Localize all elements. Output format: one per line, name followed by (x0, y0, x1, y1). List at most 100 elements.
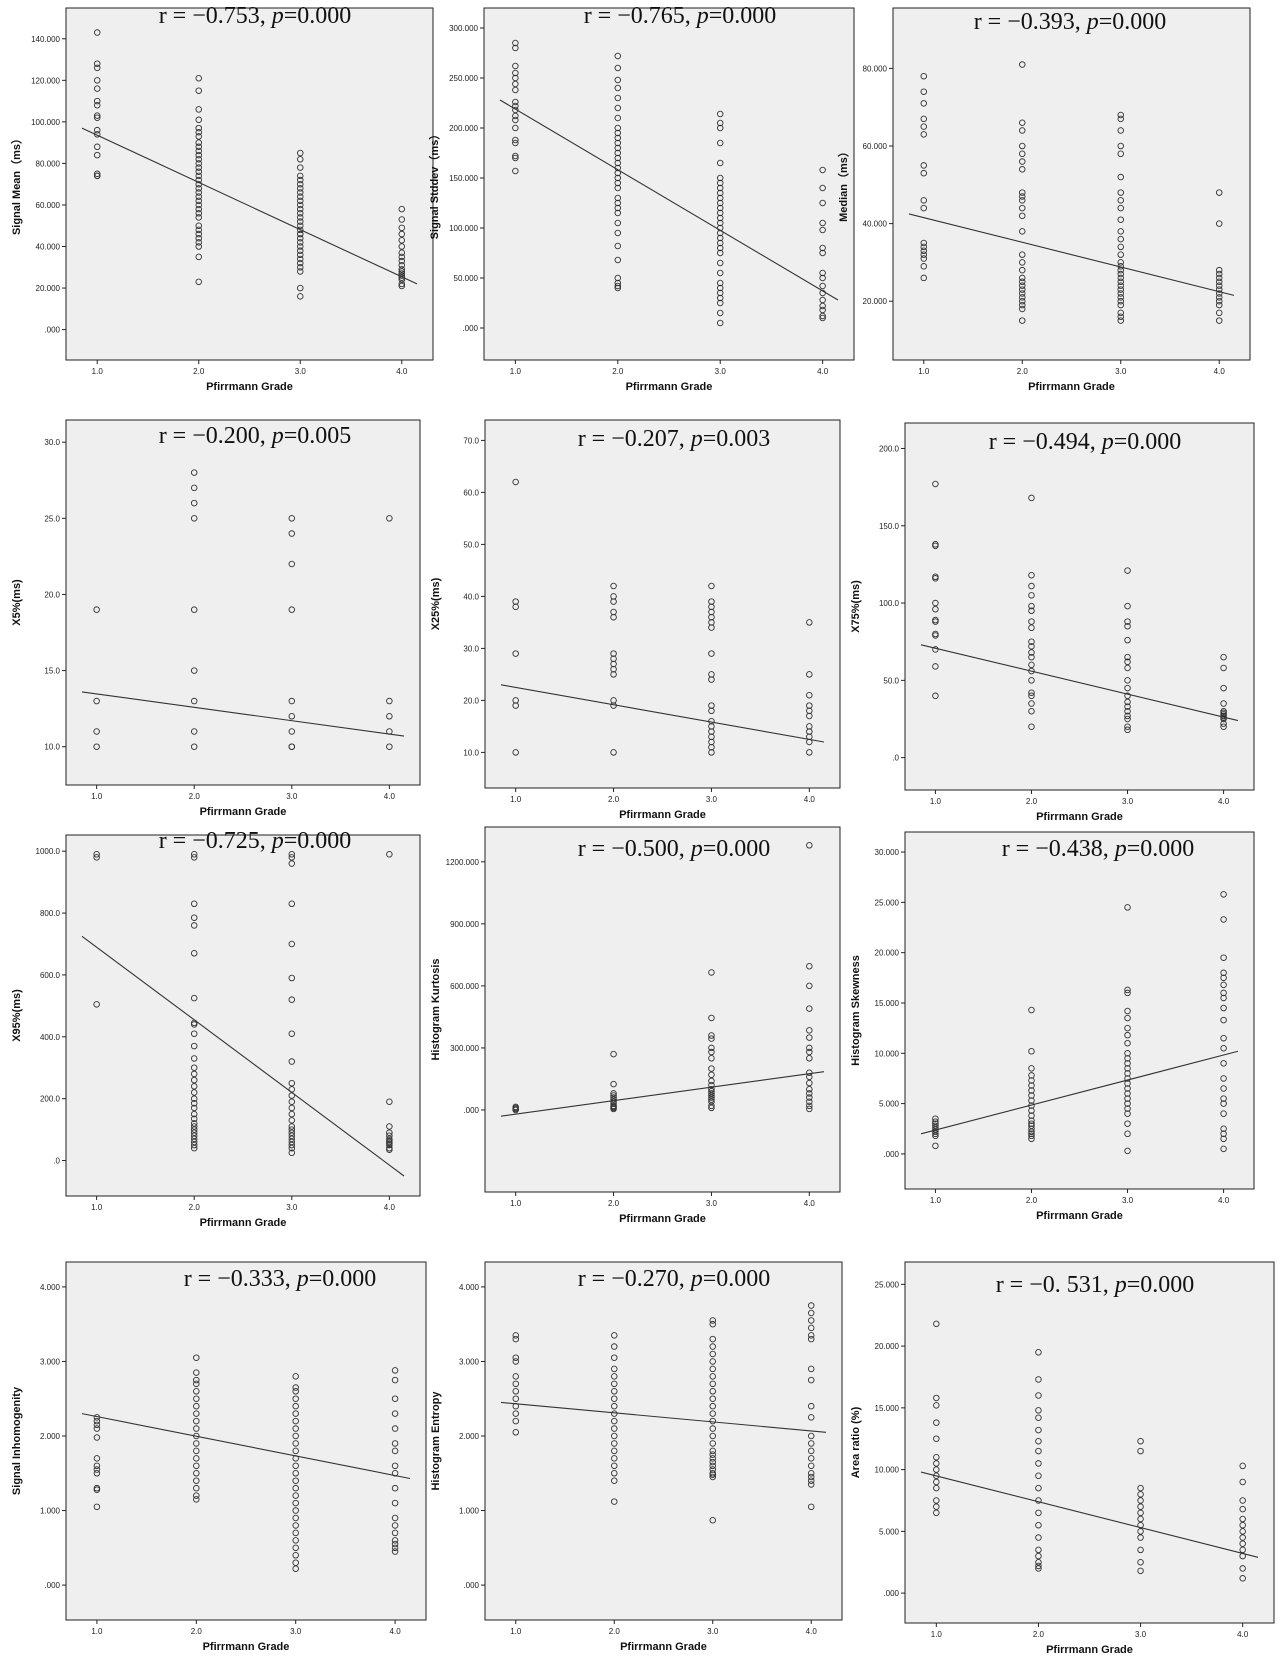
data-point (716, 299, 724, 307)
data-point (93, 1470, 101, 1477)
data-point (512, 1380, 520, 1388)
r-value: r = −0.494 (989, 429, 1090, 455)
data-point (398, 282, 406, 290)
data-point (288, 697, 296, 705)
data-point (819, 314, 826, 322)
y-tick-label: 1.000 (459, 1507, 480, 1516)
data-point (195, 124, 202, 132)
data-point (920, 255, 928, 262)
x-axis-label: Pfirrmann Grade (626, 381, 713, 393)
data-point (512, 112, 519, 120)
data-point (292, 1537, 299, 1544)
data-point (1124, 1007, 1131, 1015)
data-point (1239, 1515, 1246, 1523)
data-point (288, 1030, 296, 1037)
correlation-annotation: r = −0.333, p=0.000 (184, 1266, 377, 1292)
data-point (190, 851, 198, 858)
data-point (610, 749, 617, 756)
data-point (708, 1098, 715, 1105)
x-tick-label: 4.0 (806, 1627, 818, 1636)
data-point (391, 1470, 399, 1477)
data-point (1124, 1060, 1131, 1067)
data-point (512, 650, 519, 657)
data-point (1028, 661, 1035, 669)
data-point (708, 676, 715, 683)
data-point (819, 312, 826, 320)
x-axis-label: Pfirrmann Grade (200, 806, 287, 818)
data-point (1019, 204, 1026, 212)
scatter-panel-1: 1.0 2.0 3.0 4.0 .000 20.000 40.000 60.000 80.000… (10, 3, 434, 393)
data-point (1028, 638, 1035, 645)
data-point (1035, 1392, 1042, 1399)
data-point (1028, 571, 1035, 579)
data-point (292, 1384, 299, 1391)
data-point (614, 209, 622, 217)
data-point (1220, 1034, 1227, 1042)
data-point (1137, 1509, 1144, 1517)
x-tick-label: 2.0 (193, 367, 205, 376)
x-tick-label: 4.0 (396, 367, 408, 376)
data-point (709, 1335, 716, 1343)
data-point (93, 172, 101, 180)
data-point (1028, 692, 1035, 700)
y-tick-label: 30.0 (44, 438, 60, 447)
data-point (193, 1410, 200, 1417)
data-point (288, 1141, 296, 1149)
data-point (193, 1354, 200, 1361)
p-symbol: p (1085, 9, 1099, 35)
y-tick-label: 70.0 (463, 436, 479, 445)
data-point (93, 1421, 101, 1429)
data-point (93, 77, 101, 84)
data-point (297, 259, 304, 267)
data-point (708, 624, 715, 631)
data-point (512, 39, 519, 47)
data-point (1215, 301, 1223, 309)
data-point (716, 209, 724, 217)
data-point (190, 1042, 198, 1050)
data-point (386, 1098, 393, 1106)
data-point (1137, 1546, 1144, 1554)
data-point (933, 1484, 940, 1492)
data-point (288, 940, 296, 948)
p-value: =0.000 (1099, 9, 1167, 35)
data-point (1124, 1024, 1131, 1032)
x-tick-label: 3.0 (715, 367, 727, 376)
p-value: =0.000 (703, 836, 771, 862)
data-point (932, 599, 939, 607)
data-point (708, 707, 715, 715)
data-point (1019, 266, 1026, 274)
data-point (807, 1503, 815, 1511)
data-point (391, 1484, 399, 1492)
data-point (611, 1477, 618, 1484)
data-point (709, 1462, 716, 1470)
data-point (193, 1432, 200, 1440)
data-point (709, 1451, 716, 1458)
data-point (610, 1090, 617, 1097)
data-point (1019, 286, 1026, 293)
data-point (1019, 212, 1026, 220)
r-value: r = −0.725 (159, 828, 260, 854)
data-point (932, 1132, 939, 1140)
data-point (708, 650, 715, 657)
data-point (1028, 1120, 1035, 1127)
data-point (292, 1522, 299, 1529)
data-point (1028, 1048, 1035, 1055)
y-tick-label: 30.0 (463, 644, 479, 653)
data-point (614, 204, 622, 212)
x-tick-label: 4.0 (1218, 797, 1230, 806)
data-point (716, 189, 724, 197)
data-point (920, 251, 928, 258)
p-symbol: p (689, 426, 703, 452)
data-point (614, 124, 622, 132)
data-point (819, 226, 826, 234)
data-point (1028, 677, 1035, 684)
data-point (708, 1055, 715, 1062)
data-point (614, 284, 622, 292)
x-tick-label: 4.0 (1218, 1196, 1230, 1205)
data-point (190, 515, 198, 522)
data-point (709, 1458, 716, 1466)
data-point (614, 164, 622, 172)
x-tick-label: 1.0 (510, 795, 522, 804)
data-point (1028, 1128, 1035, 1136)
data-point (1035, 1414, 1042, 1421)
